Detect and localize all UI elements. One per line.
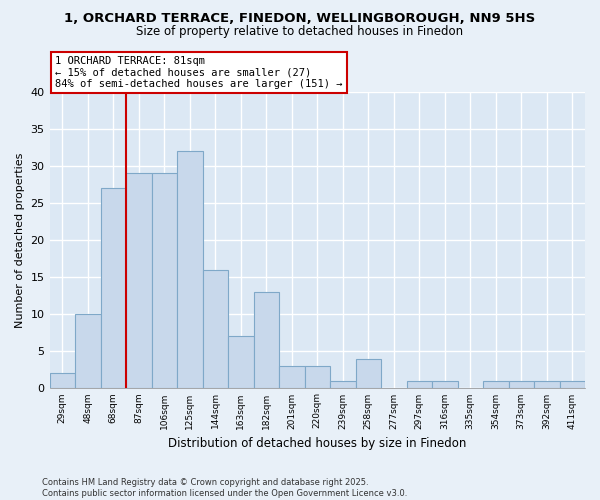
Bar [509, 380, 534, 388]
Bar [177, 152, 203, 388]
Bar [483, 380, 509, 388]
Text: 1 ORCHARD TERRACE: 81sqm
← 15% of detached houses are smaller (27)
84% of semi-d: 1 ORCHARD TERRACE: 81sqm ← 15% of detach… [55, 56, 343, 89]
Text: 1, ORCHARD TERRACE, FINEDON, WELLINGBOROUGH, NN9 5HS: 1, ORCHARD TERRACE, FINEDON, WELLINGBORO… [64, 12, 536, 26]
Bar [254, 292, 279, 388]
Bar [432, 380, 458, 388]
Bar [560, 380, 585, 388]
Y-axis label: Number of detached properties: Number of detached properties [15, 152, 25, 328]
Bar [203, 270, 228, 388]
X-axis label: Distribution of detached houses by size in Finedon: Distribution of detached houses by size … [168, 437, 466, 450]
Bar [101, 188, 126, 388]
Bar [407, 380, 432, 388]
Bar [126, 174, 152, 388]
Text: Contains HM Land Registry data © Crown copyright and database right 2025.
Contai: Contains HM Land Registry data © Crown c… [42, 478, 407, 498]
Bar [228, 336, 254, 388]
Bar [356, 358, 381, 388]
Bar [75, 314, 101, 388]
Bar [305, 366, 330, 388]
Text: Size of property relative to detached houses in Finedon: Size of property relative to detached ho… [136, 25, 464, 38]
Bar [50, 374, 75, 388]
Bar [534, 380, 560, 388]
Bar [152, 174, 177, 388]
Bar [330, 380, 356, 388]
Bar [279, 366, 305, 388]
